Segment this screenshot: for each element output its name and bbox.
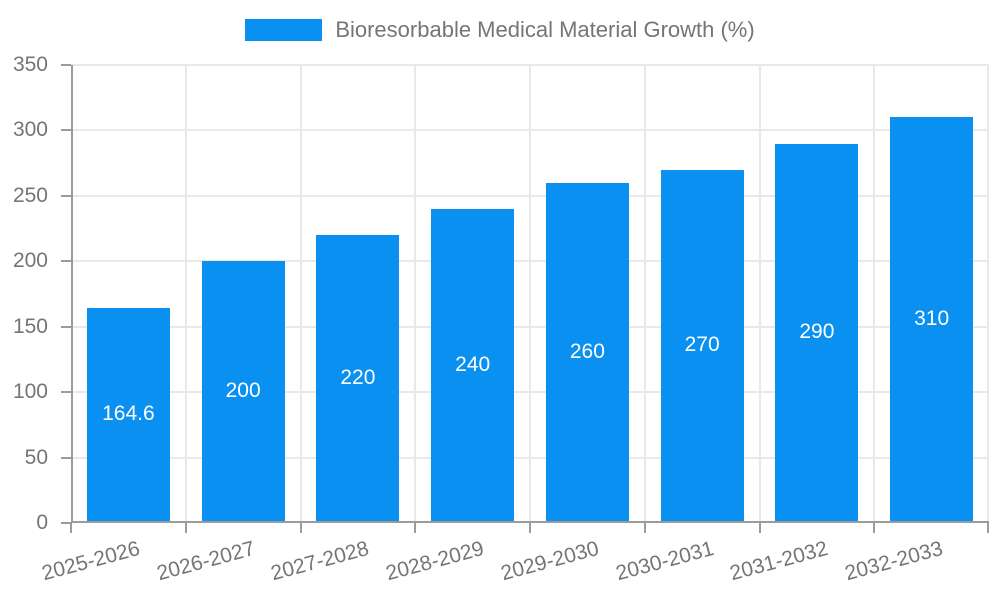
x-tick-label: 2028-2029 (383, 537, 487, 586)
y-tick-label: 150 (12, 314, 48, 338)
y-axis-tick (61, 391, 71, 394)
bar-value-label: 310 (914, 307, 950, 331)
gridline-vertical (873, 65, 876, 523)
y-axis-tick (61, 260, 71, 263)
y-tick-label: 250 (12, 183, 48, 207)
x-axis-tick (70, 523, 72, 533)
bar-value-label: 200 (225, 379, 261, 403)
bar-value-label: 260 (569, 339, 605, 363)
x-tick-label: 2026-2027 (154, 537, 258, 586)
x-axis-line (71, 521, 989, 523)
y-tick-label: 50 (24, 445, 48, 469)
gridline-vertical (184, 65, 187, 523)
gridline-vertical (529, 65, 531, 523)
legend-swatch (245, 19, 323, 41)
x-tick-label: 2029-2030 (498, 537, 602, 586)
gridline-vertical (987, 65, 989, 523)
y-tick-label: 300 (12, 118, 48, 142)
legend-label: Bioresorbable Medical Material Growth (%… (335, 17, 755, 42)
x-axis-tick (758, 523, 761, 533)
gridline-vertical (299, 65, 302, 523)
y-axis-tick (61, 64, 71, 66)
x-axis-tick (299, 523, 302, 533)
bar-value-label: 164.6 (102, 402, 155, 426)
y-axis-line (71, 65, 73, 523)
x-tick-label: 2027-2028 (268, 537, 372, 586)
bar[interactable]: 290 (775, 143, 859, 521)
x-axis-tick (184, 523, 187, 533)
gridline-vertical (414, 65, 417, 523)
bar-value-label: 290 (799, 320, 835, 344)
bar[interactable]: 200 (201, 261, 285, 521)
x-tick-label: 2030-2031 (613, 537, 717, 586)
y-axis-tick (61, 325, 71, 328)
y-axis-tick (61, 522, 71, 524)
y-axis-tick (61, 194, 71, 197)
y-axis-tick (61, 456, 71, 459)
y-axis-tick (61, 129, 71, 132)
x-tick-label: 2032-2033 (842, 537, 946, 586)
y-tick-label: 200 (12, 249, 48, 273)
bar-value-label: 220 (340, 366, 376, 390)
legend[interactable]: Bioresorbable Medical Material Growth (%… (0, 17, 1000, 43)
bar-value-label: 270 (684, 333, 720, 357)
x-axis-tick (529, 523, 531, 533)
x-tick-label: 2025-2026 (39, 537, 143, 586)
bar[interactable]: 260 (545, 182, 629, 521)
x-axis-tick (873, 523, 876, 533)
y-tick-label: 350 (12, 53, 48, 76)
bar[interactable]: 240 (431, 208, 515, 521)
gridline-vertical (758, 65, 761, 523)
x-axis-tick (643, 523, 646, 533)
x-axis-tick (987, 523, 989, 533)
bar[interactable]: 270 (660, 169, 744, 521)
y-tick-label: 0 (36, 511, 48, 534)
gridline-vertical (643, 65, 646, 523)
bar[interactable]: 310 (890, 117, 974, 521)
x-tick-label: 2031-2032 (727, 537, 831, 586)
plot-area: 164.6 200 220 240 260 270 290 310 (71, 64, 989, 523)
x-axis-tick (414, 523, 417, 533)
bar[interactable]: 220 (316, 235, 400, 521)
bar[interactable]: 164.6 (86, 307, 170, 521)
y-tick-label: 100 (12, 380, 48, 404)
bar-value-label: 240 (455, 352, 491, 376)
